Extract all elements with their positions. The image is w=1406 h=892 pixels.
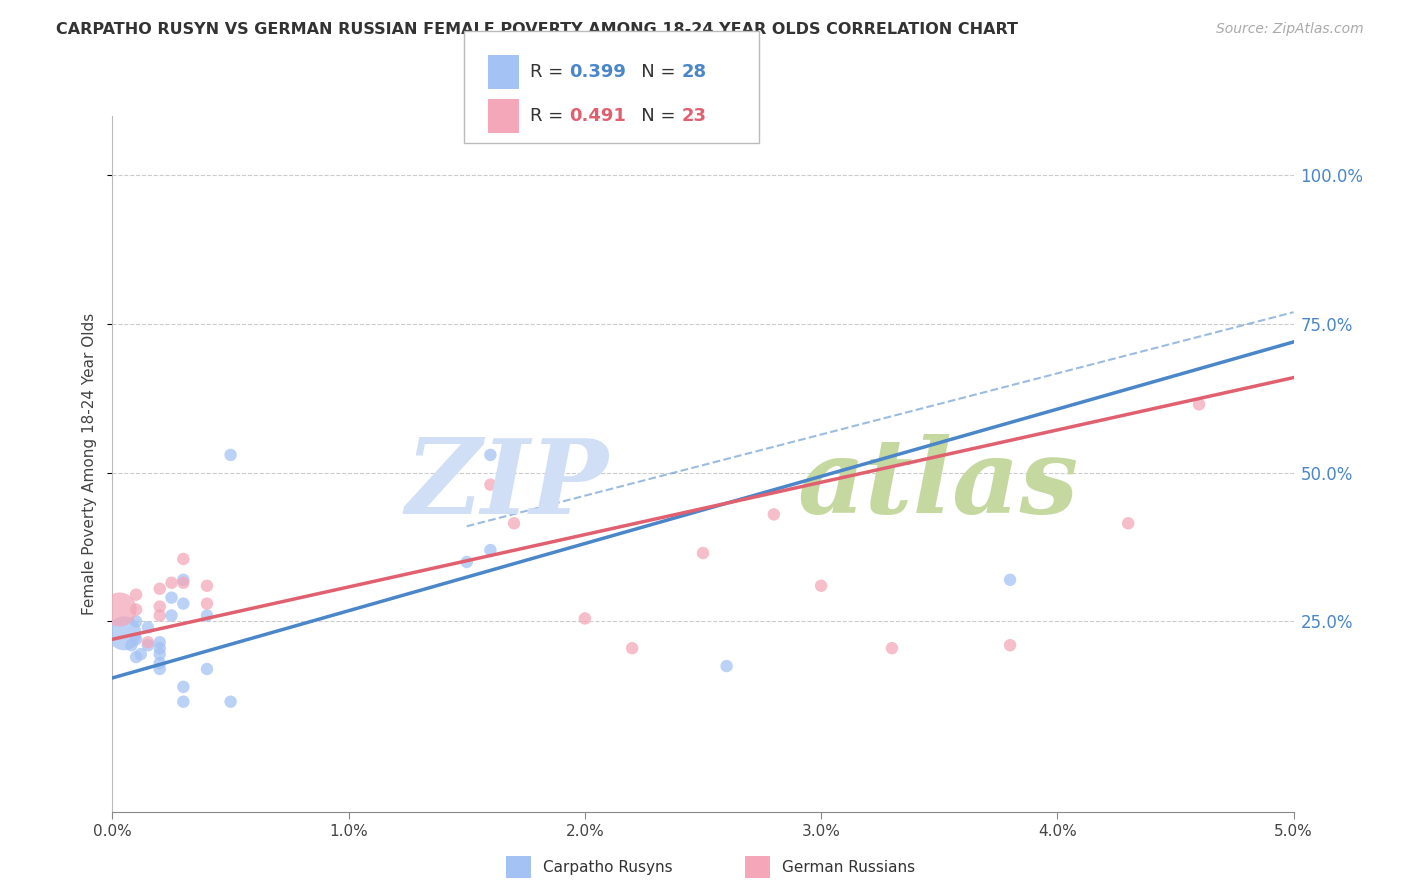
Point [125, 632, 148, 647]
Point [149, 662, 172, 676]
Point [125, 602, 148, 616]
Point [1116, 516, 1139, 531]
Text: Source: ZipAtlas.com: Source: ZipAtlas.com [1216, 22, 1364, 37]
Point [172, 597, 194, 611]
Text: N =: N = [624, 107, 682, 125]
Point [149, 599, 172, 614]
Text: 23: 23 [682, 107, 707, 125]
Point [136, 635, 159, 649]
Point [112, 626, 135, 640]
Text: R =: R = [530, 107, 569, 125]
Text: 0.491: 0.491 [569, 107, 626, 125]
Point [149, 656, 172, 670]
Text: Carpatho Rusyns: Carpatho Rusyns [543, 860, 672, 874]
Point [479, 477, 502, 491]
Point [149, 635, 172, 649]
Point [195, 597, 218, 611]
Point [692, 546, 714, 560]
Point [160, 591, 183, 605]
Text: CARPATHO RUSYN VS GERMAN RUSSIAN FEMALE POVERTY AMONG 18-24 YEAR OLDS CORRELATIO: CARPATHO RUSYN VS GERMAN RUSSIAN FEMALE … [56, 22, 1018, 37]
Point [136, 638, 159, 652]
Point [149, 641, 172, 656]
Point [880, 641, 903, 656]
Point [810, 579, 832, 593]
Point [160, 575, 183, 590]
Point [716, 659, 738, 673]
Text: 0.399: 0.399 [569, 62, 626, 80]
Point [172, 552, 194, 566]
Text: German Russians: German Russians [782, 860, 915, 874]
Point [998, 638, 1021, 652]
Point [479, 448, 502, 462]
Point [120, 638, 142, 652]
Point [172, 695, 194, 709]
Point [136, 620, 159, 634]
Point [125, 588, 148, 602]
Point [762, 508, 785, 522]
Point [149, 647, 172, 661]
Point [149, 608, 172, 623]
Point [574, 611, 596, 625]
Point [172, 680, 194, 694]
Point [621, 641, 644, 656]
Text: 28: 28 [682, 62, 707, 80]
Point [160, 608, 183, 623]
Point [125, 650, 148, 665]
Text: atlas: atlas [797, 434, 1078, 535]
Point [456, 555, 478, 569]
Point [125, 615, 148, 629]
Point [129, 647, 152, 661]
Point [219, 695, 242, 709]
Text: N =: N = [624, 62, 682, 80]
Point [195, 579, 218, 593]
Point [219, 448, 242, 462]
Y-axis label: Female Poverty Among 18-24 Year Olds: Female Poverty Among 18-24 Year Olds [82, 313, 97, 615]
Point [503, 516, 526, 531]
Point [195, 662, 218, 676]
Point [195, 608, 218, 623]
Point [108, 602, 131, 616]
Point [998, 573, 1021, 587]
Point [172, 575, 194, 590]
Point [172, 573, 194, 587]
Point [1188, 397, 1211, 411]
Text: R =: R = [530, 62, 569, 80]
Point [479, 543, 502, 558]
Point [149, 582, 172, 596]
Text: ZIP: ZIP [405, 434, 609, 535]
